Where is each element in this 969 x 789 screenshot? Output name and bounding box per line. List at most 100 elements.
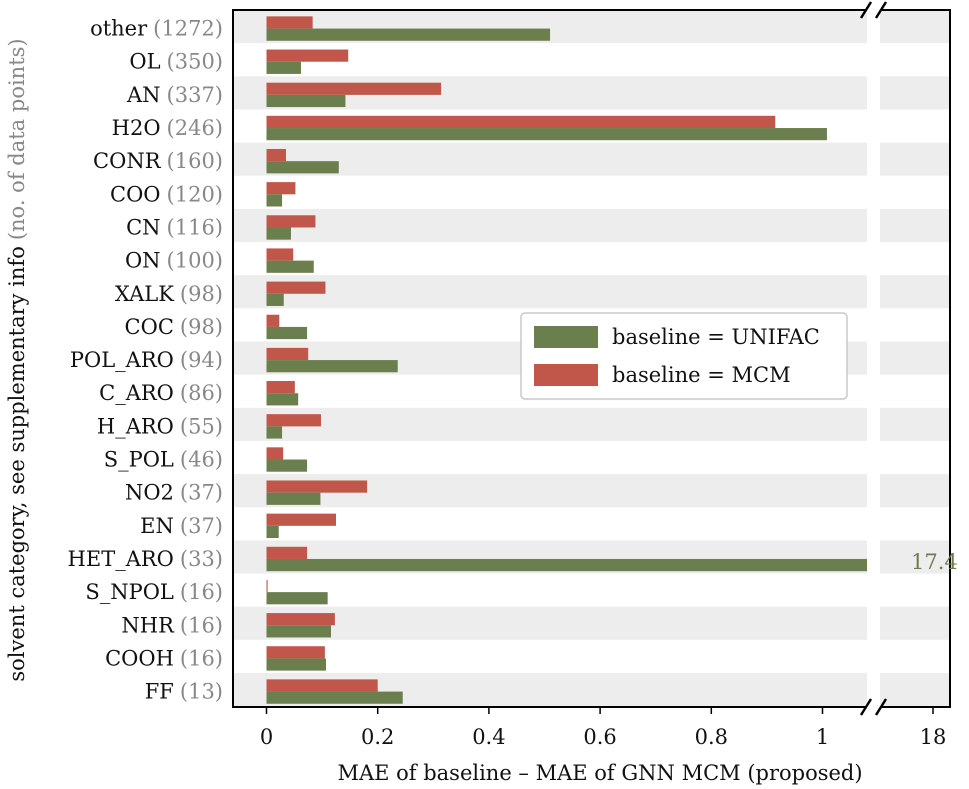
plot-frame (232, 1, 951, 716)
category-name: POL_ARO (70, 348, 174, 372)
y-tick-label: COO (120) (110, 182, 223, 206)
category-name: CN (126, 215, 160, 239)
bar-unifac (266, 128, 827, 141)
bar-mcm (266, 115, 776, 129)
break-mark (859, 698, 873, 716)
category-count: (120) (167, 182, 223, 206)
y-tick-label: other (1272) (90, 17, 223, 41)
category-count: (37) (180, 481, 223, 505)
category-count: (160) (167, 149, 223, 173)
y-tick-label: EN (37) (140, 514, 223, 538)
category-name: COOH (105, 646, 174, 670)
category-name: FF (145, 680, 174, 704)
bar-mcm (266, 546, 308, 559)
category-name: other (90, 17, 148, 41)
legend-swatch-unifac (534, 326, 598, 348)
annotations: 17.4 (911, 550, 958, 574)
y-tick-label: COOH (16) (105, 646, 223, 670)
bars (266, 16, 878, 704)
category-count: (16) (180, 613, 223, 637)
bar-unifac (266, 161, 339, 174)
category-name: H_ARO (97, 414, 174, 438)
category-name: HET_ARO (68, 547, 174, 571)
category-name: S_NPOL (85, 580, 174, 604)
category-name: AN (126, 83, 161, 107)
y-tick-label: AN (337) (126, 83, 223, 107)
category-name: C_ARO (99, 381, 174, 405)
bar-mcm (266, 414, 321, 427)
plot-border (232, 9, 951, 708)
y-tick-label: CONR (160) (93, 149, 223, 173)
category-count: (337) (167, 83, 223, 107)
y-tick-label: C_ARO (86) (99, 381, 223, 405)
bar-unifac (266, 558, 878, 572)
y-tick-label: ON (100) (125, 249, 223, 273)
category-count: (98) (180, 315, 223, 339)
bar-mcm (266, 613, 335, 626)
bar-mcm (266, 148, 286, 162)
row-band (233, 407, 950, 441)
bar-mcm (266, 579, 268, 593)
category-name: H2O (112, 116, 161, 140)
y-tick-label: POL_ARO (94) (70, 348, 223, 372)
category-name: OL (129, 50, 160, 74)
bar-mcm (266, 182, 296, 195)
category-name: NHR (121, 613, 175, 637)
bar-unifac (266, 625, 331, 638)
y-axis-label-main: solvent category, see supplementary info (5, 246, 29, 681)
break-mark (874, 1, 888, 19)
axis-break-gap-rect (867, 10, 880, 707)
bar-unifac (266, 658, 326, 671)
bar-mcm (266, 248, 294, 261)
y-tick-label: S_POL (46) (104, 448, 223, 472)
bar-mcm (266, 16, 313, 29)
y-tick-label: NO2 (37) (125, 481, 223, 505)
bar-unifac (266, 393, 299, 406)
category-name: COO (110, 182, 161, 206)
axis-break-gap (867, 10, 880, 707)
y-tick-label: HET_ARO (33) (68, 547, 223, 571)
category-count: (33) (180, 547, 223, 571)
break-mark (874, 698, 888, 716)
x-axis-label: MAE of baseline – MAE of GNN MCM (propos… (337, 761, 862, 785)
x-tick-label: 0.6 (583, 725, 616, 749)
break-cover (865, 7, 882, 13)
x-tick-label: 0.2 (361, 725, 394, 749)
category-name: COC (125, 315, 174, 339)
bar-mcm (266, 480, 368, 493)
y-tick-label: XALK (98) (115, 282, 223, 306)
y-tick-label: CN (116) (126, 215, 223, 239)
category-name: NO2 (125, 481, 174, 505)
bar-unifac (266, 94, 346, 108)
bar-unifac (266, 293, 284, 306)
category-count: (116) (167, 215, 223, 239)
bar-unifac (266, 592, 328, 605)
row-band (233, 208, 950, 243)
bar-unifac (266, 61, 301, 74)
bar-mcm (266, 215, 316, 228)
x-tick-label: 0.4 (472, 725, 505, 749)
bar-unifac (266, 360, 398, 373)
y-tick-label: S_NPOL (16) (85, 580, 223, 604)
bar-mcm (266, 49, 349, 62)
category-count: (13) (180, 680, 223, 704)
bar-mcm (266, 281, 326, 294)
bar-mcm (266, 646, 325, 659)
y-tick-label: COC (98) (125, 315, 223, 339)
row-band (233, 142, 950, 176)
category-count: (94) (180, 348, 223, 372)
bar-unifac (266, 28, 551, 41)
x-tick-label: 0 (260, 725, 273, 749)
category-name: EN (140, 514, 174, 538)
y-tick-labels: other (1272)OL (350)AN (337)H2O (246)CONR (16… (68, 17, 223, 704)
bar-mcm (266, 447, 284, 460)
row-band (233, 606, 950, 640)
bar-unifac (266, 260, 314, 273)
bar-unifac (266, 525, 279, 539)
bar-mcm (266, 513, 336, 526)
bar-unifac (266, 459, 308, 472)
category-name: S_POL (104, 448, 174, 472)
bar-mcm (266, 679, 378, 692)
y-tick-label: FF (13) (145, 680, 223, 704)
y-tick-label: NHR (16) (121, 613, 223, 637)
